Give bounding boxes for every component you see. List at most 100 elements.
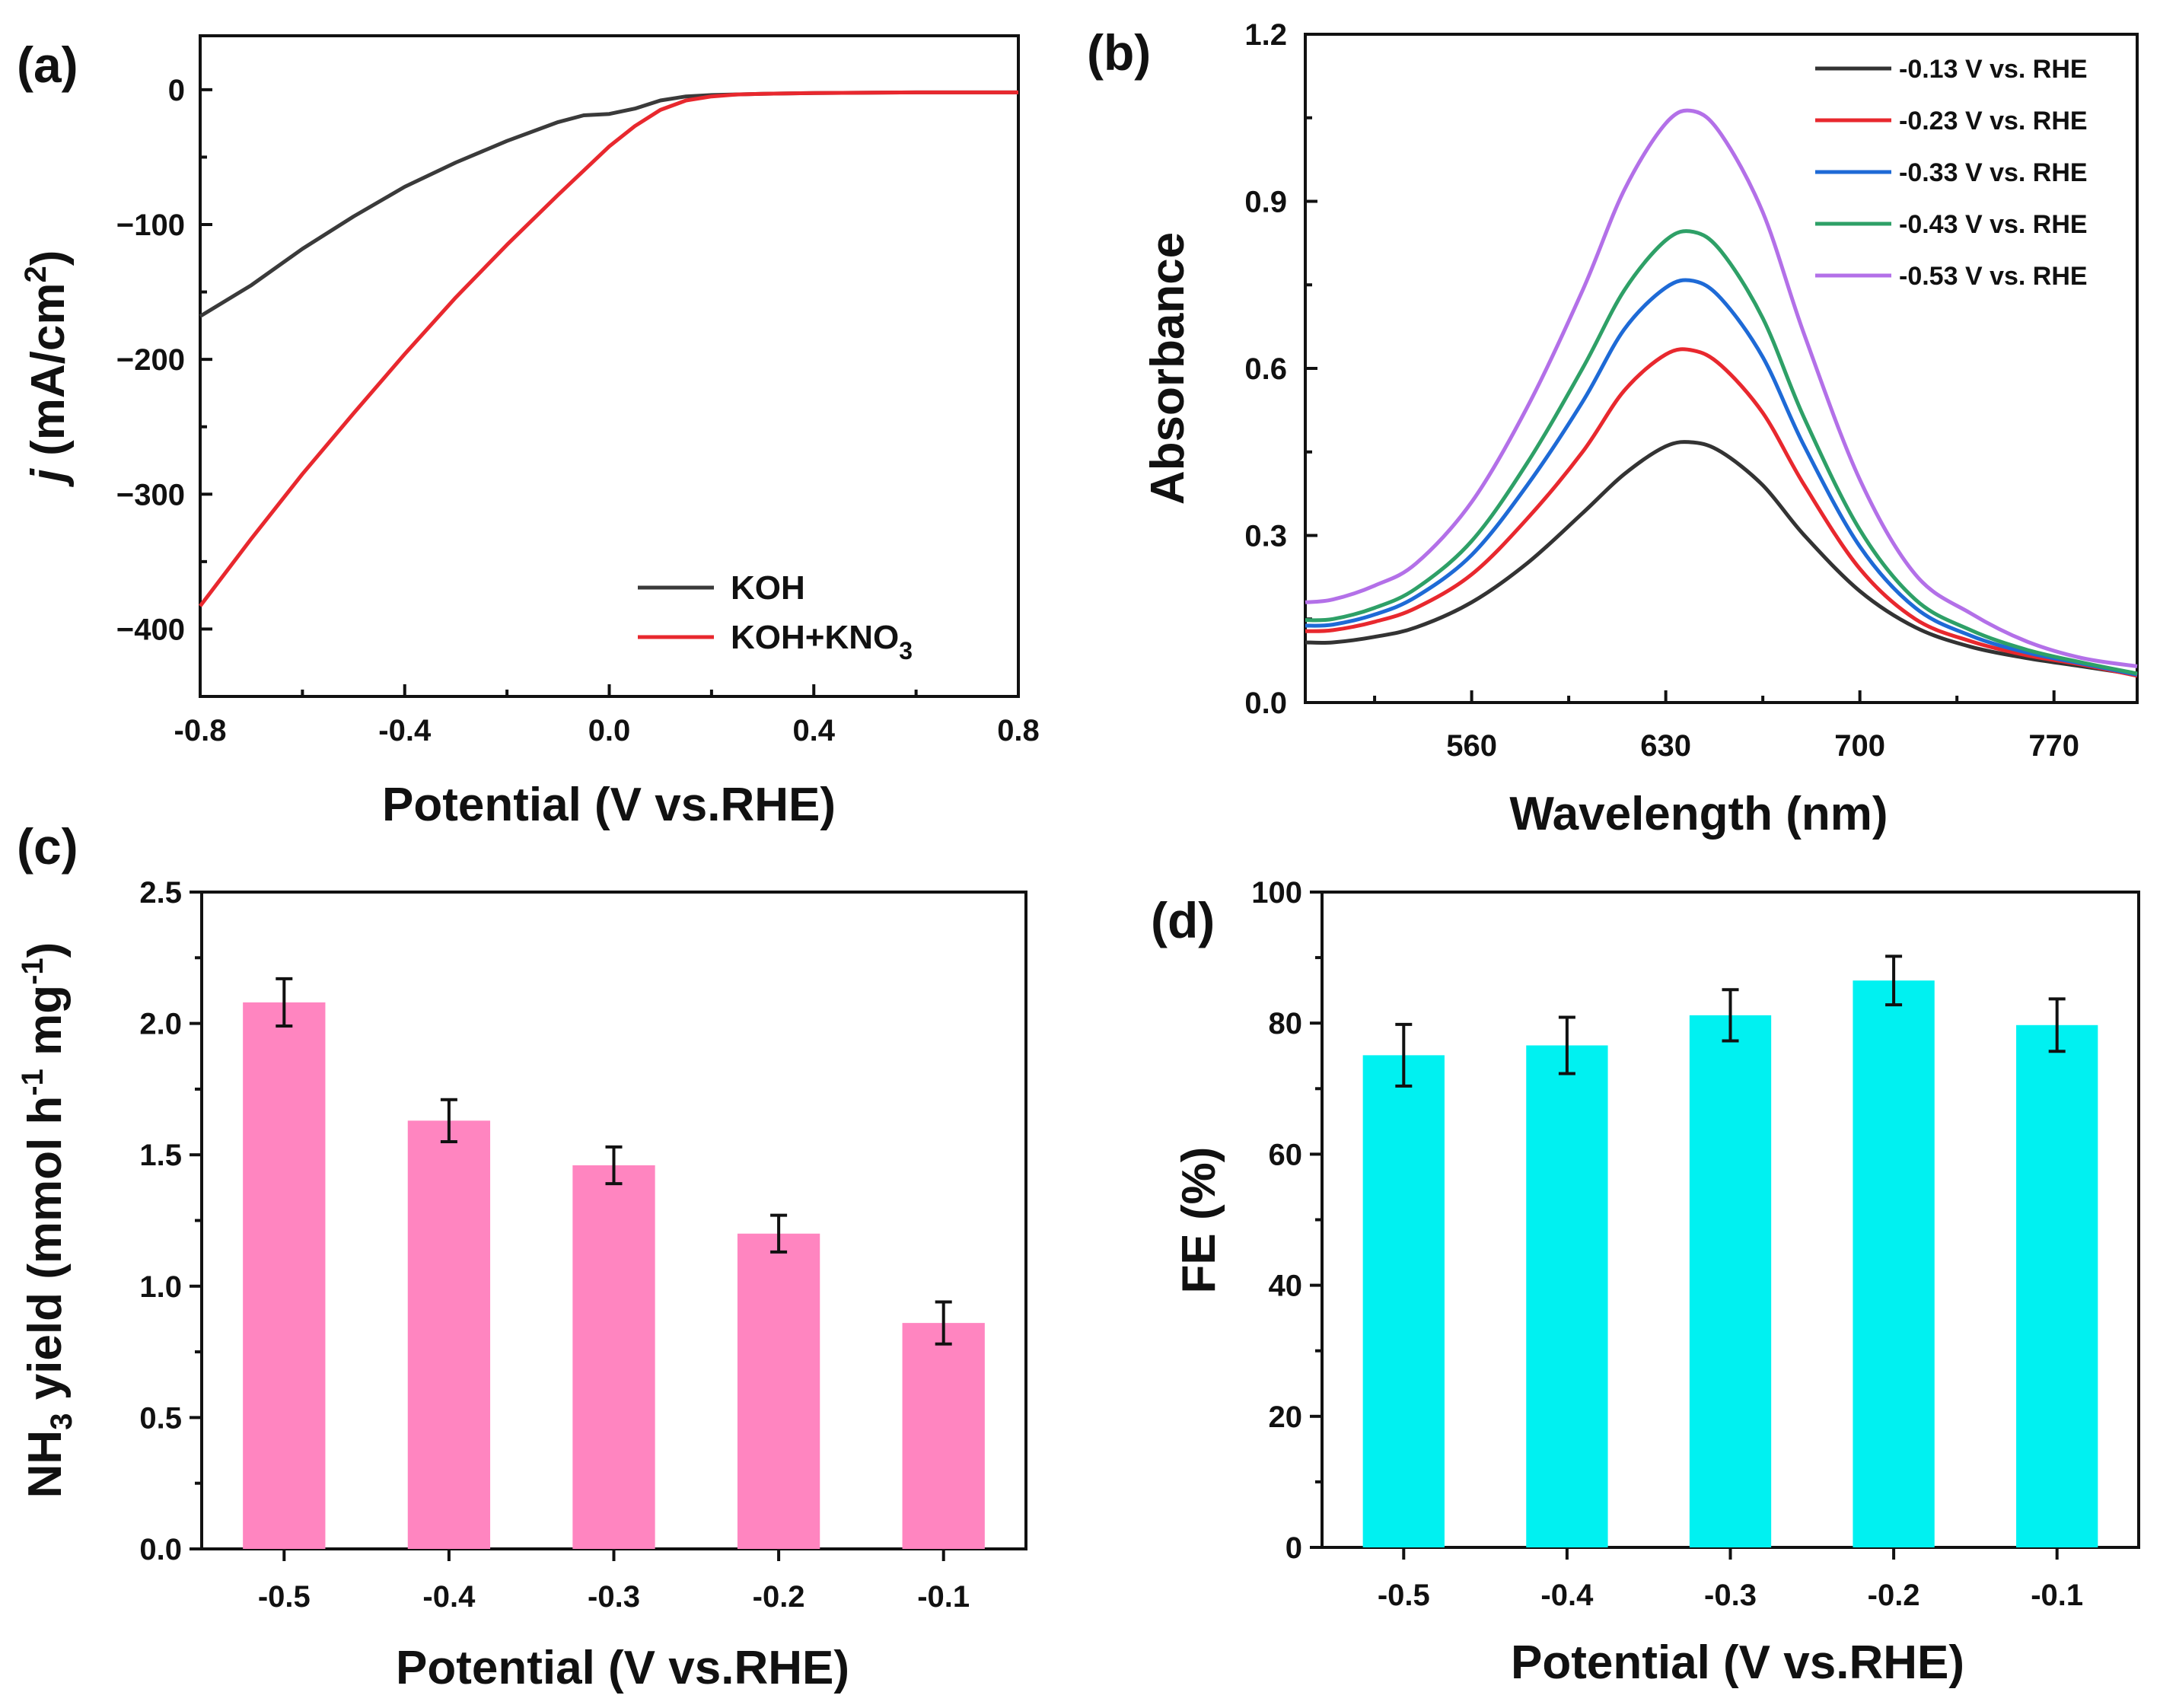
panel-d-xlabel: Potential (V vs.RHE) [1511,1636,1964,1689]
panel-b: (b) 560 630 700 770 0.0 0.3 0.6 0.9 1.2 -0.13 V … [1087,18,2139,840]
y-tick-label: 0.0 [139,1533,182,1566]
bar [2016,1024,2098,1547]
legend-label-053: -0.53 V vs. RHE [1899,262,2088,291]
panel-c: (c) -0.5 -0.4 -0.3 -0.2 -0.1 0.0 0.5 1.0 1.5 2.0 2… [16,818,1027,1694]
panel-a-lines [199,90,1018,607]
panel-a-ylabel-symbol: j [22,467,75,487]
x-tick-label: -0.3 [1704,1579,1757,1612]
x-tick-label: -0.4 [422,1580,476,1614]
x-tick-label: 0.8 [997,714,1040,747]
legend-label-013: -0.13 V vs. RHE [1899,55,2088,84]
x-tick-label: 630 [1640,729,1691,763]
bar [1853,980,1935,1547]
series-line-koh-kno3 [199,90,1018,607]
y-tick-label: −400 [116,613,185,646]
panel-c-ylabel-sup2: -1 [16,958,49,985]
panel-d: (d) -0.5 -0.4 -0.3 -0.2 -0.1 0 20 40 60 80 100 Pot… [1151,876,2140,1689]
panel-c-ylabel-sup1: -1 [16,1069,49,1096]
y-tick-label: 0 [168,74,185,107]
panel-a-letter: (a) [17,37,78,93]
y-tick-label: 0.6 [1244,352,1287,386]
y-tick-label: 1.5 [139,1139,182,1172]
panel-c-ylabel-pre: NH [19,1430,72,1499]
x-tick-label: -0.2 [1868,1579,1920,1612]
panel-c-letter: (c) [17,818,78,875]
x-tick-label: 560 [1446,729,1497,763]
x-tick-label: -0.4 [378,714,432,747]
legend-label-koh-kno3-main: KOH+KNO [731,619,899,656]
y-tick-label: −200 [116,343,185,377]
y-tick-label: 1.0 [139,1270,182,1304]
legend-label-033: -0.33 V vs. RHE [1899,158,2088,187]
bar [902,1323,985,1549]
series-line-053 [1305,108,2138,668]
panel-d-bars [1362,954,2098,1547]
panel-a: (a) -0.8 -0.4 0.0 0.4 0.8 0 −100 −200 −300 −400 K… [17,34,1040,831]
y-tick-label: 0.3 [1244,520,1287,553]
bar [572,1165,655,1549]
y-tick-label: 0.9 [1244,186,1287,219]
y-tick-label: 100 [1251,876,1302,910]
panel-a-ylabel-sup: 2 [19,266,53,282]
panel-c-ticks: -0.5 -0.4 -0.3 -0.2 -0.1 0.0 0.5 1.0 1.5 2.0 2.5 [139,876,970,1614]
series-line-013 [1305,440,2138,677]
x-tick-label: -0.5 [1378,1579,1430,1612]
panel-c-ylabel-sub: 3 [45,1413,78,1430]
y-tick-label: 2.5 [139,876,182,910]
panel-c-ylabel-close: ) [19,942,72,958]
legend-label-023: -0.23 V vs. RHE [1899,107,2088,135]
y-tick-label: 1.2 [1244,18,1287,52]
bar [1526,1045,1608,1547]
legend-label-043: -0.43 V vs. RHE [1899,210,2088,239]
legend-label-koh-kno3-sub: 3 [899,637,913,664]
bar [1362,1055,1445,1547]
bar [1689,1015,1772,1547]
panel-a-ylabel-close: ) [22,250,75,266]
panel-a-ticks: -0.8 -0.4 0.0 0.4 0.8 0 −100 −200 −300 −400 [116,74,1040,747]
panel-b-letter: (b) [1087,24,1151,81]
panel-d-ticks: -0.5 -0.4 -0.3 -0.2 -0.1 0 20 40 60 80 100 [1251,876,2083,1612]
panel-c-ylabel-mid: yield (mmol h [19,1096,72,1413]
x-tick-label: -0.1 [917,1580,970,1614]
panel-b-ticks: 560 630 700 770 0.0 0.3 0.6 0.9 1.2 [1244,18,2079,763]
y-tick-label: 0.5 [139,1401,182,1435]
panel-a-ylabel: j (mA/cm2) [19,250,75,488]
bar [737,1233,820,1549]
y-tick-label: 80 [1269,1007,1303,1040]
panel-b-ylabel: Absorbance [1142,232,1194,505]
x-tick-label: 770 [2028,729,2079,763]
panel-a-frame [199,34,1020,698]
series-line-023 [1305,347,2138,678]
series-line-koh [199,90,1018,318]
x-tick-label: -0.2 [753,1580,805,1614]
x-tick-label: -0.5 [258,1580,311,1614]
x-tick-label: -0.1 [2031,1579,2083,1612]
y-tick-label: −300 [116,478,185,511]
y-tick-label: 60 [1269,1138,1303,1171]
y-tick-label: 0.0 [1244,687,1287,720]
x-tick-label: 0.4 [792,714,835,747]
series-line-043 [1305,229,2138,676]
panel-a-ylabel-unit: (mA/cm [22,283,75,470]
panel-b-legend: -0.13 V vs. RHE -0.23 V vs. RHE -0.33 V vs… [1815,55,2088,291]
x-tick-label: -0.4 [1540,1579,1594,1612]
y-tick-label: 20 [1269,1400,1303,1434]
panel-d-letter: (d) [1151,892,1215,948]
panel-c-ylabel-mid2: mg [19,985,72,1069]
panel-c-xlabel: Potential (V vs.RHE) [396,1642,849,1694]
x-tick-label: 0.0 [588,714,631,747]
x-tick-label: 700 [1834,729,1885,763]
series-line-033 [1305,278,2138,677]
panel-a-xlabel: Potential (V vs.RHE) [382,779,836,831]
panel-c-bars [243,977,985,1549]
panel-d-ylabel: FE (%) [1173,1147,1225,1294]
x-tick-label: -0.3 [588,1580,640,1614]
legend-label-koh-kno3: KOH+KNO3 [731,619,913,664]
y-tick-label: 40 [1269,1270,1303,1303]
bar [407,1120,491,1549]
legend-label-koh: KOH [731,569,805,607]
panel-b-xlabel: Wavelength (nm) [1509,788,1888,840]
y-tick-label: 0 [1285,1531,1302,1565]
x-tick-label: -0.8 [174,714,227,747]
panel-c-ylabel: NH3 yield (mmol h-1 mg-1) [16,942,78,1499]
